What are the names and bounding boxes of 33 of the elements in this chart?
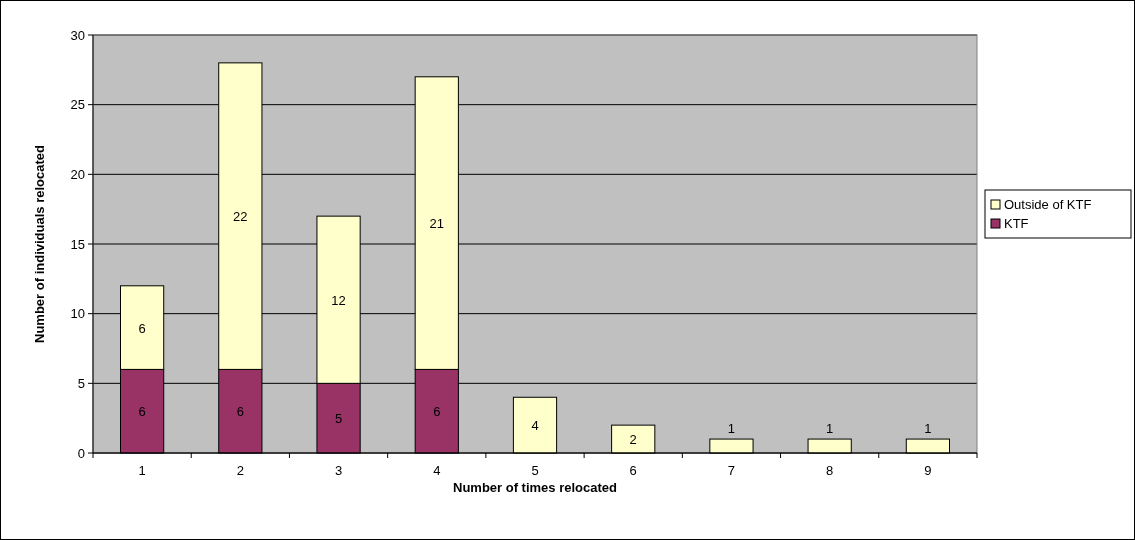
data-label: 6 <box>236 404 244 420</box>
y-tick-label: 5 <box>77 375 85 391</box>
data-label: 21 <box>429 216 445 232</box>
x-tick-label: 7 <box>727 463 736 478</box>
x-tick-label: 4 <box>433 463 441 478</box>
y-tick-label: 10 <box>70 306 85 322</box>
data-label: 1 <box>727 421 736 437</box>
legend-label: Outside of KTF <box>1004 197 1092 212</box>
legend-label: KTF <box>1004 216 1029 231</box>
x-tick-label: 6 <box>629 463 637 478</box>
y-tick-label: 15 <box>70 236 85 252</box>
data-label: 1 <box>924 421 932 437</box>
x-tick-label: 2 <box>236 463 244 478</box>
data-label: 2 <box>629 432 637 448</box>
x-tick-label: 9 <box>924 463 932 478</box>
x-tick-label: 3 <box>334 463 343 478</box>
data-label: 6 <box>433 404 441 420</box>
x-tick-label: 8 <box>826 463 834 478</box>
data-label: 5 <box>334 411 343 427</box>
x-axis-title: Number of times relocated <box>453 480 618 495</box>
y-tick-label: 20 <box>70 166 85 182</box>
y-tick-label: 0 <box>77 445 85 461</box>
data-label: 22 <box>233 209 248 225</box>
y-tick-label: 30 <box>70 27 85 43</box>
data-label: 1 <box>826 421 834 437</box>
y-tick-label: 25 <box>70 97 85 113</box>
y-axis-title: Number of individuals relocated <box>32 144 47 343</box>
data-label: 4 <box>531 418 539 434</box>
data-label: 6 <box>138 320 146 336</box>
x-tick-label: 1 <box>138 463 146 478</box>
data-label: 6 <box>138 404 146 420</box>
x-tick-label: 5 <box>531 463 539 478</box>
data-label: 12 <box>331 292 346 308</box>
